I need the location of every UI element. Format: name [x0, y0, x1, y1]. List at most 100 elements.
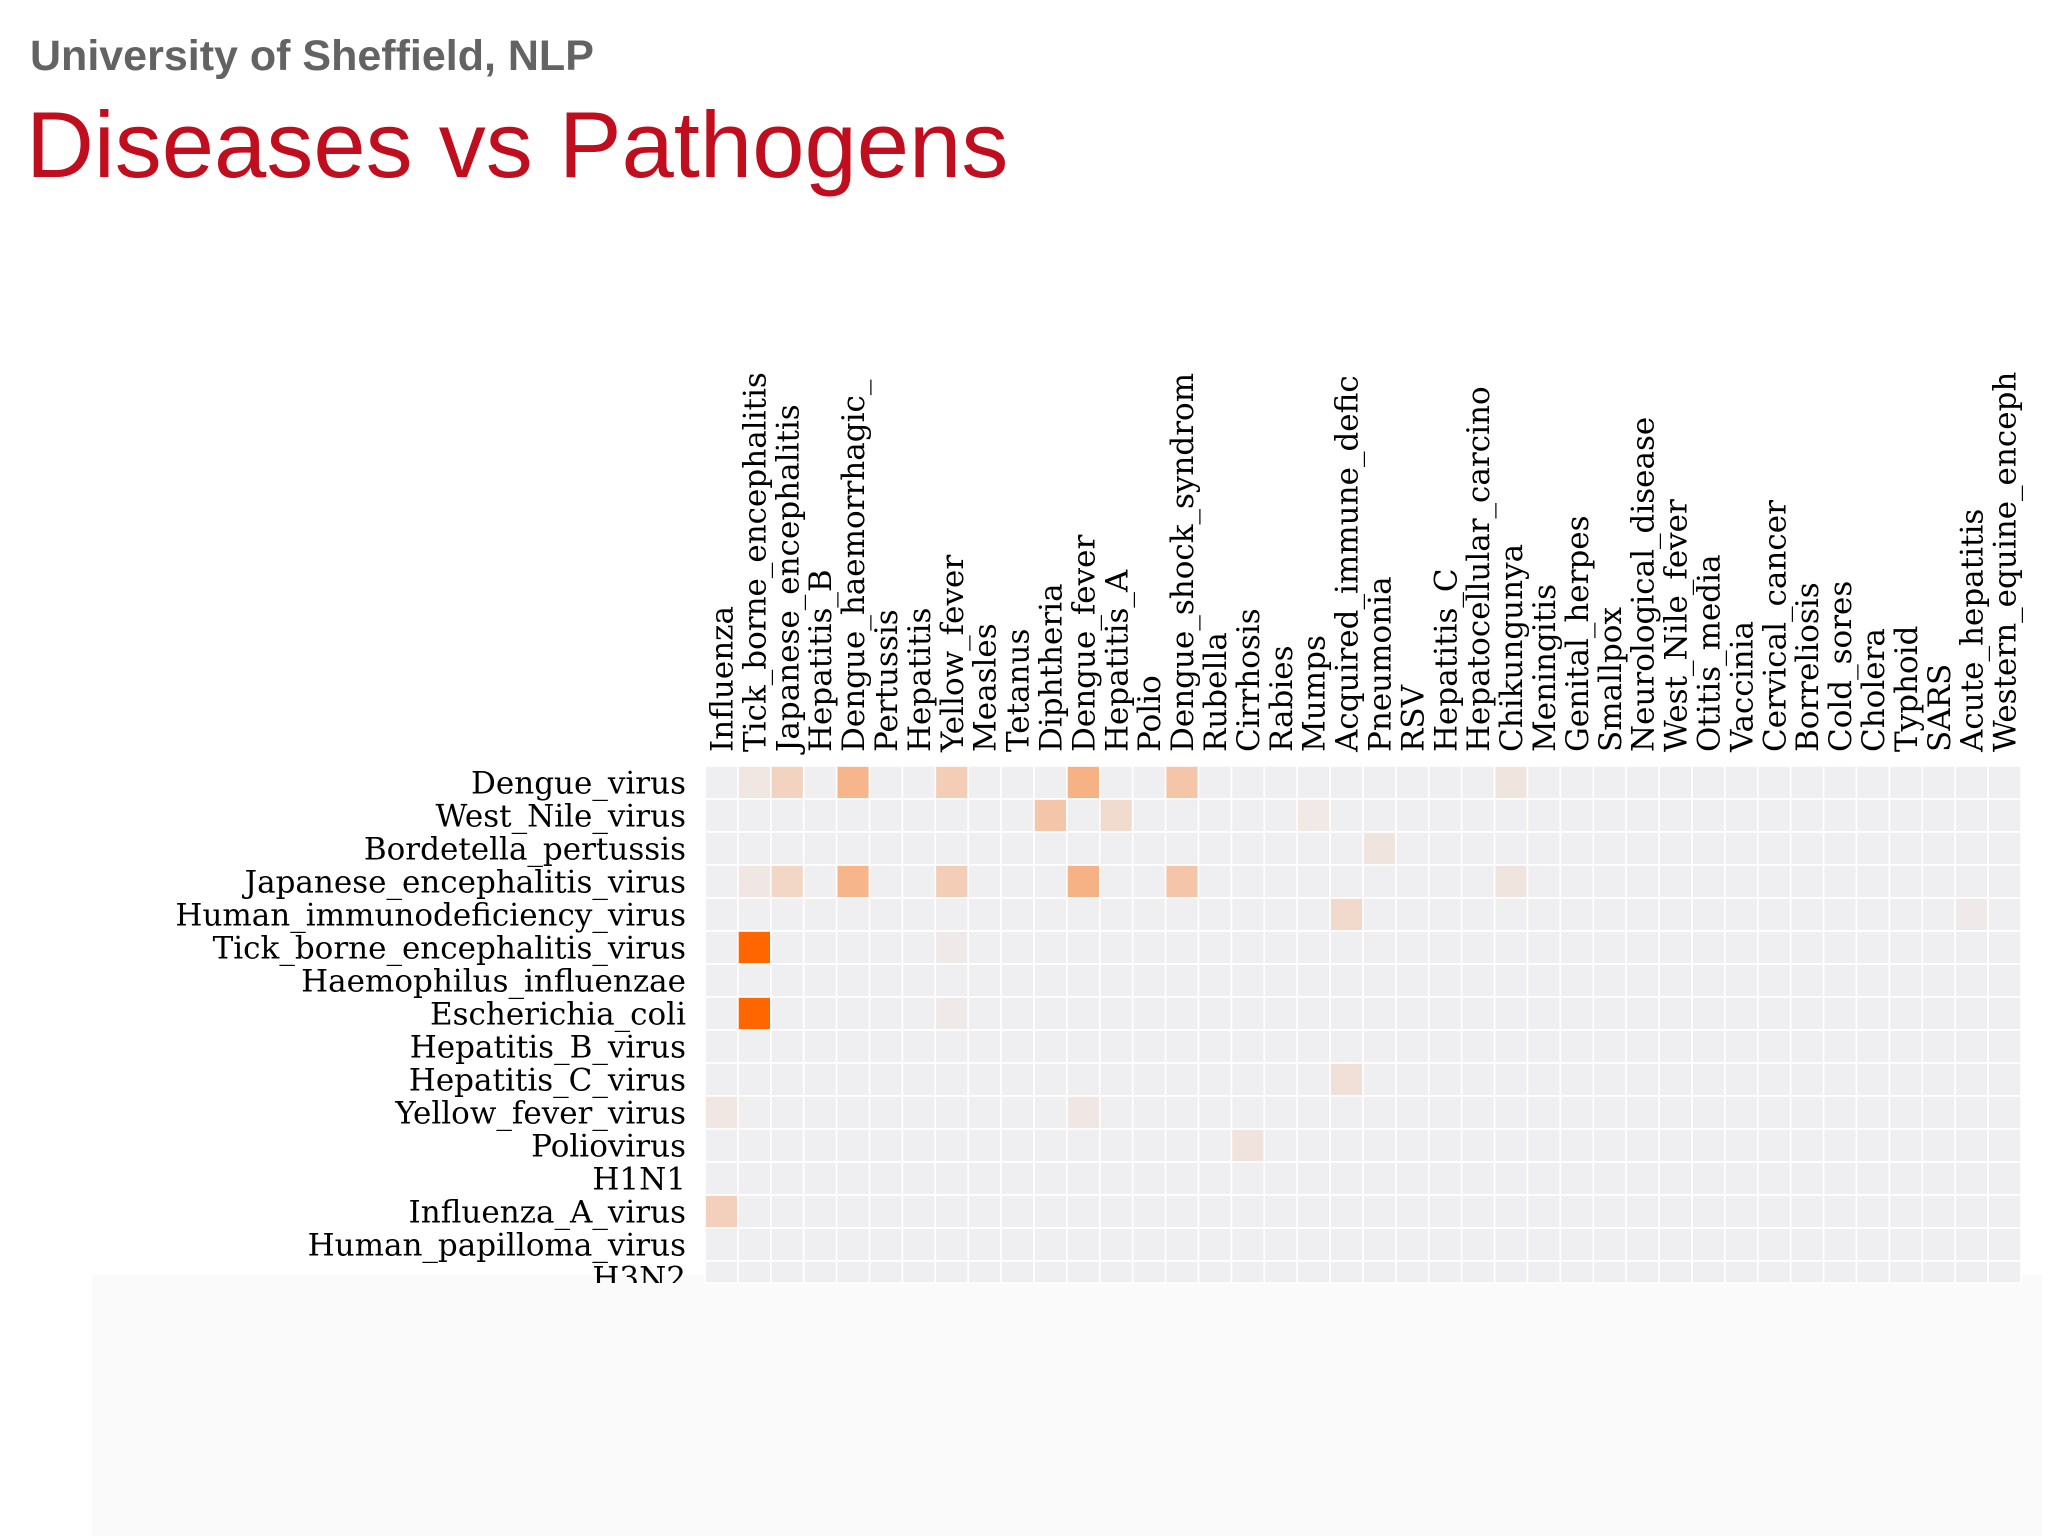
- heatmap-cell: [1230, 1095, 1266, 1130]
- heatmap-cell: [1757, 930, 1792, 965]
- heatmap-cell: [1658, 798, 1693, 833]
- heatmap-cell: [1296, 1128, 1331, 1163]
- heatmap-cell: [868, 897, 904, 932]
- column-tick-labels: InfluenzaTick_borne_encephalitisJapanese…: [704, 372, 2023, 755]
- heatmap-cell: [1230, 996, 1266, 1031]
- heatmap-cell: [1987, 864, 2022, 899]
- heatmap-cell: [1197, 996, 1233, 1031]
- heatmap-cell: [1460, 1161, 1496, 1196]
- heatmap-cell: [1000, 1128, 1035, 1163]
- heatmap-cell: [1329, 1260, 1364, 1284]
- heatmap-cell: [835, 1029, 871, 1064]
- heatmap-cell: [1230, 897, 1266, 932]
- column-tick-label: Rabies: [1264, 645, 1300, 752]
- heatmap-cell: [1921, 930, 1957, 965]
- heatmap-cell: [1691, 798, 1726, 833]
- heatmap-cell: [1033, 864, 1068, 899]
- heatmap-cell: [1789, 765, 1825, 800]
- heatmap-cell: [1822, 864, 1858, 899]
- heatmap-cell: [1592, 1128, 1628, 1163]
- heatmap-cell: [1592, 798, 1628, 833]
- heatmap-cell: [1197, 864, 1233, 899]
- column-tick-label: Typhoid: [1889, 626, 1925, 752]
- heatmap-cell: [1855, 1095, 1891, 1130]
- heatmap-cell: [868, 1260, 904, 1284]
- heatmap-cell: [1066, 963, 1101, 998]
- heatmap-cell: [1559, 1029, 1595, 1064]
- heatmap-cell: [1099, 1194, 1134, 1229]
- heatmap-cell: [802, 897, 838, 932]
- heatmap-cell: [704, 1194, 739, 1229]
- heatmap-cell: [1526, 1062, 1562, 1097]
- column-tick-label: Japanese_encephalitis: [770, 404, 806, 755]
- heatmap-cell: [1691, 1062, 1726, 1097]
- heatmap-cell: [1789, 1062, 1825, 1097]
- heatmap-cell: [1757, 1062, 1792, 1097]
- heatmap-cell: [1822, 996, 1858, 1031]
- heatmap-cell: [1230, 930, 1266, 965]
- heatmap-cell: [1460, 1029, 1496, 1064]
- heatmap-cell: [1329, 831, 1364, 866]
- heatmap-cell: [1164, 963, 1200, 998]
- heatmap-cell: [1625, 930, 1660, 965]
- heatmap-cell: [1724, 1194, 1759, 1229]
- heatmap-cell: [704, 1029, 739, 1064]
- row-tick-label: Hepatitis_B_virus: [410, 1030, 686, 1066]
- heatmap-cell: [1033, 1029, 1068, 1064]
- heatmap-cell: [1296, 963, 1331, 998]
- heatmap-cell: [1395, 930, 1430, 965]
- heatmap-cell: [1066, 864, 1101, 899]
- heatmap-cell: [1526, 963, 1562, 998]
- heatmap-cell: [868, 963, 904, 998]
- row-tick-label: Poliovirus: [531, 1129, 686, 1165]
- heatmap-cell: [1987, 996, 2022, 1031]
- heatmap-cell: [1822, 1161, 1858, 1196]
- heatmap-cell: [1329, 963, 1364, 998]
- heatmap-cell: [1987, 831, 2022, 866]
- heatmap-cell: [1954, 765, 1989, 800]
- column-tick-label: Tick_borne_encephalitis: [737, 372, 773, 752]
- heatmap-cell: [1559, 864, 1595, 899]
- heatmap-cell: [1428, 1194, 1463, 1229]
- heatmap-cell: [1099, 798, 1134, 833]
- column-tick-label: Tetanus: [1001, 629, 1037, 752]
- heatmap-cell: [1724, 1227, 1759, 1262]
- heatmap-cell: [1822, 1194, 1858, 1229]
- heatmap-cell: [1033, 930, 1068, 965]
- heatmap-cell: [901, 798, 937, 833]
- heatmap-cell: [934, 897, 969, 932]
- heatmap-cell: [1099, 1128, 1134, 1163]
- heatmap-cell: [1131, 1260, 1167, 1284]
- heatmap-cell: [769, 963, 805, 998]
- heatmap-cell: [1855, 798, 1891, 833]
- heatmap-cell: [1592, 1095, 1628, 1130]
- heatmap-cell: [1757, 1161, 1792, 1196]
- heatmap-cell: [1296, 798, 1331, 833]
- heatmap-cell: [1066, 1029, 1101, 1064]
- heatmap-cell: [1855, 1128, 1891, 1163]
- heatmap-cell: [802, 1095, 838, 1130]
- heatmap-cell: [1460, 1095, 1496, 1130]
- heatmap-cell: [934, 1194, 969, 1229]
- heatmap-cell: [769, 1095, 805, 1130]
- heatmap-cell: [1428, 864, 1463, 899]
- heatmap-cell: [934, 1095, 969, 1130]
- heatmap-cell: [1263, 1128, 1299, 1163]
- heatmap-cell: [1559, 798, 1595, 833]
- heatmap-cell: [737, 897, 772, 932]
- heatmap-cell: [1658, 930, 1693, 965]
- column-tick-label: Acute_hepatitis: [1955, 509, 1991, 753]
- heatmap-cell: [1691, 1095, 1726, 1130]
- heatmap-cell: [1658, 1260, 1693, 1284]
- heatmap-cell: [1789, 1095, 1825, 1130]
- heatmap-cell: [1559, 1128, 1595, 1163]
- heatmap-cell: [1855, 1062, 1891, 1097]
- heatmap-cell: [967, 1227, 1002, 1262]
- heatmap-cell: [1230, 1260, 1266, 1284]
- heatmap-cell: [1000, 963, 1035, 998]
- heatmap-cell: [1691, 765, 1726, 800]
- heatmap-cell: [1395, 1260, 1430, 1284]
- heatmap-cell: [1362, 765, 1397, 800]
- heatmap-cell: [1526, 897, 1562, 932]
- heatmap-cell: [1296, 1161, 1331, 1196]
